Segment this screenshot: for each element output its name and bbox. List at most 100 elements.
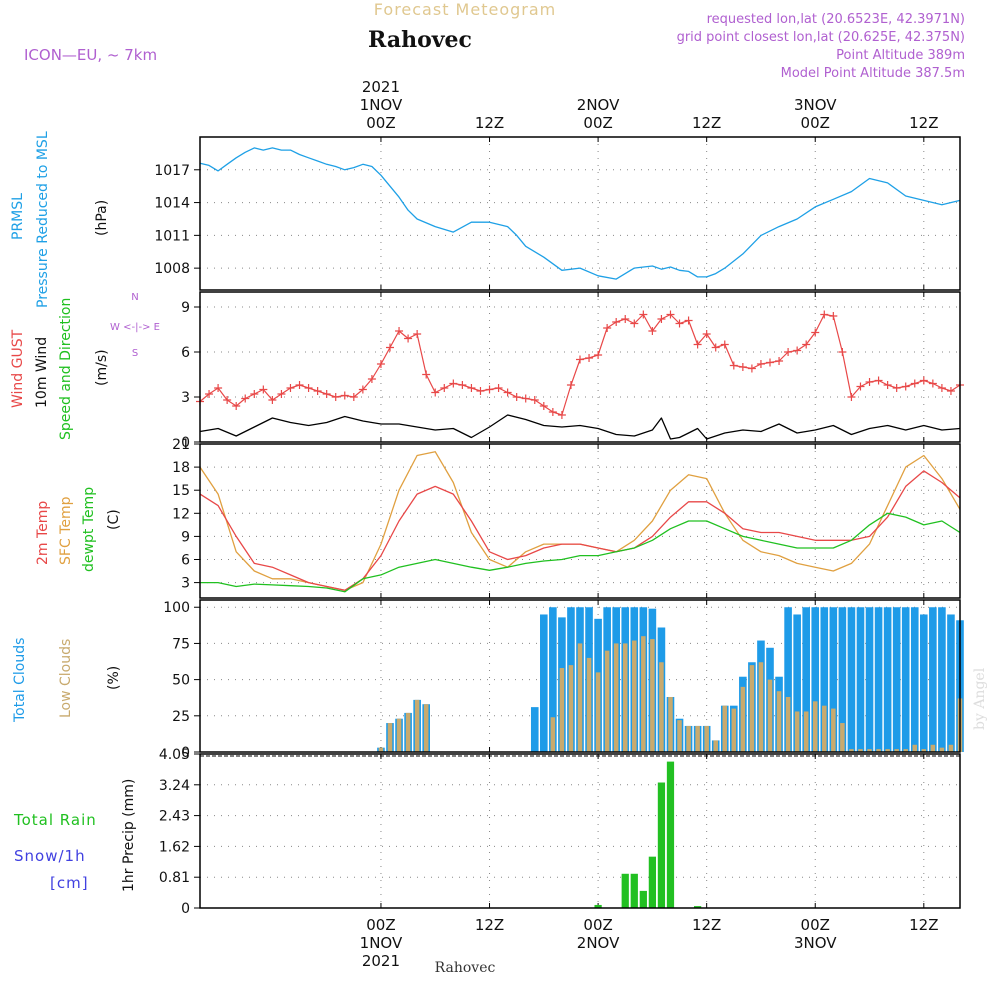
total-cloud-bar: [856, 607, 865, 752]
low-cloud-bar: [622, 643, 628, 752]
low-cloud-bar: [632, 640, 637, 752]
t2m-line: [199, 470, 961, 591]
temp-2m-label: 2m Temp: [35, 501, 51, 565]
gust-point: [675, 319, 684, 328]
total-cloud-bar: [910, 607, 919, 752]
sfc-temp-line: [199, 451, 961, 591]
gust-point: [485, 385, 494, 394]
rain-bar: [657, 782, 666, 908]
low-cloud-bar: [586, 657, 592, 752]
low-cloud-bar: [550, 717, 556, 752]
top-time-label: 00Z: [583, 114, 612, 132]
gust-line: [199, 313, 961, 416]
gust-point: [548, 408, 557, 416]
total-cloud-bar: [838, 607, 847, 752]
wind-10m-label: 10m Wind: [34, 337, 50, 408]
low-cloud-bar: [722, 705, 728, 752]
low-cloud-bar: [423, 704, 429, 752]
gust-point: [458, 381, 467, 389]
gust-point: [874, 376, 883, 385]
total-cloud-bar: [811, 607, 820, 752]
gust-point: [811, 328, 820, 337]
total-cloud-bar: [938, 607, 946, 752]
bottom-time-label: 00Z: [583, 916, 612, 934]
clouds-total-label: Total Clouds: [12, 638, 28, 723]
low-cloud-bar: [776, 691, 782, 752]
low-cloud-bar: [577, 643, 583, 752]
gust-point: [322, 390, 331, 398]
location-title: Rahovec: [368, 27, 472, 53]
low-cloud-bar: [604, 650, 610, 752]
gust-point: [910, 379, 919, 388]
gust-point: [820, 310, 829, 319]
gust-point: [367, 375, 376, 383]
panel-frame: [199, 443, 961, 599]
total-cloud-bar: [865, 607, 874, 752]
low-cloud-bar: [595, 672, 601, 752]
low-cloud-bar: [930, 744, 936, 752]
panel-frame: [199, 291, 961, 443]
gust-point: [241, 394, 250, 403]
gust-point: [413, 330, 422, 338]
pressure-line: [199, 147, 961, 280]
low-cloud-bar: [840, 723, 845, 752]
gust-point: [666, 310, 675, 319]
gust-point: [286, 384, 295, 392]
gust-point: [630, 319, 639, 328]
gust-point: [892, 384, 901, 392]
low-cloud-bar: [948, 744, 954, 752]
low-cloud-bar: [812, 701, 818, 752]
rain-bar: [630, 873, 638, 908]
gust-point: [946, 387, 955, 395]
low-cloud-bar: [767, 679, 773, 752]
pressure-label-prmsl: PRMSL: [10, 193, 26, 240]
precip-snow-label: Snow/1h: [14, 847, 86, 865]
low-cloud-bar: [885, 749, 890, 752]
top-date-label: 1NOV: [360, 96, 403, 114]
total-cloud-bar: [883, 607, 892, 752]
pressure-label-long: Pressure Reduced to MSL: [35, 131, 51, 308]
gust-point: [829, 312, 838, 320]
total-cloud-bar: [549, 607, 557, 752]
gust-point: [259, 385, 268, 394]
gust-point: [521, 394, 530, 403]
low-cloud-bar: [387, 723, 393, 752]
gust-point: [928, 379, 937, 388]
gust-point: [865, 378, 874, 386]
model-altitude: Model Point Altitude 387.5m: [781, 66, 965, 81]
total-cloud-bar: [793, 614, 801, 752]
gust-point: [603, 324, 612, 332]
precip-unit: 1hr Precip (mm): [121, 779, 137, 892]
clouds-low-label: Low Clouds: [58, 639, 74, 718]
gust-point: [277, 390, 286, 398]
temp-unit: (C): [106, 509, 122, 530]
gust-point: [784, 348, 793, 356]
low-cloud-bar: [650, 639, 655, 752]
gust-point: [684, 316, 693, 325]
gust-point: [702, 330, 711, 338]
temp-dew-label: dewpt Temp: [81, 487, 97, 572]
total-cloud-bar: [929, 607, 937, 752]
low-cloud-bar: [939, 747, 945, 752]
gust-point: [223, 396, 232, 404]
gust-point: [612, 318, 621, 326]
gust-point: [566, 381, 575, 389]
gust-point: [349, 393, 358, 401]
bottom-time-label: 12Z: [692, 916, 721, 934]
requested-coords: requested lon,lat (20.6523E, 42.3971N): [707, 12, 965, 27]
gust-point: [530, 396, 539, 404]
point-altitude: Point Altitude 389m: [836, 48, 965, 63]
gust-point: [386, 343, 394, 352]
top-time-label: 12Z: [909, 114, 938, 132]
rain-bar: [648, 856, 656, 908]
gust-point: [376, 360, 385, 368]
low-cloud-bar: [659, 662, 664, 752]
low-cloud-bar: [740, 686, 746, 752]
total-cloud-bar: [892, 607, 901, 752]
y-tick-label: 15: [172, 483, 190, 499]
low-cloud-bar: [405, 712, 411, 752]
gust-point: [793, 346, 802, 355]
bottom-date-label: 2NOV: [577, 934, 620, 952]
low-cloud-bar: [396, 718, 402, 752]
